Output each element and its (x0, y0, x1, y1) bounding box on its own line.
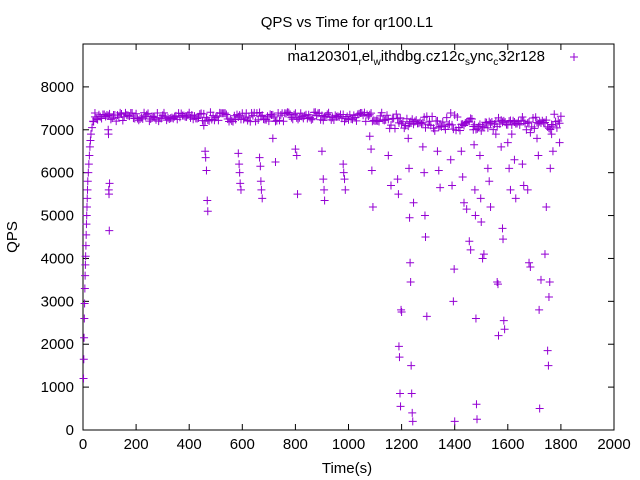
x-tick-label: 1800 (544, 436, 577, 453)
x-tick-label: 1200 (385, 436, 418, 453)
y-tick-label: 7000 (41, 122, 74, 139)
x-tick-label: 400 (177, 436, 202, 453)
x-tick-label: 1000 (332, 436, 365, 453)
y-tick-label: 1000 (41, 379, 74, 396)
chart-title: QPS vs Time for qr100.L1 (261, 14, 434, 31)
y-tick-label: 4000 (41, 250, 74, 267)
y-tick-label: 6000 (41, 165, 74, 182)
x-tick-label: 2000 (597, 436, 630, 453)
y-tick-label: 3000 (41, 293, 74, 310)
y-tick-label: 5000 (41, 208, 74, 225)
y-axis-label: QPS (4, 221, 21, 253)
x-axis-label: Time(s) (322, 460, 372, 477)
y-tick-label: 8000 (41, 79, 74, 96)
y-tick-label: 0 (66, 422, 74, 439)
y-tick-label: 2000 (41, 336, 74, 353)
x-tick-label: 1400 (438, 436, 471, 453)
x-tick-label: 200 (124, 436, 149, 453)
x-tick-label: 600 (230, 436, 255, 453)
x-tick-label: 800 (283, 436, 308, 453)
x-tick-label: 0 (79, 436, 87, 453)
x-tick-label: 1600 (491, 436, 524, 453)
